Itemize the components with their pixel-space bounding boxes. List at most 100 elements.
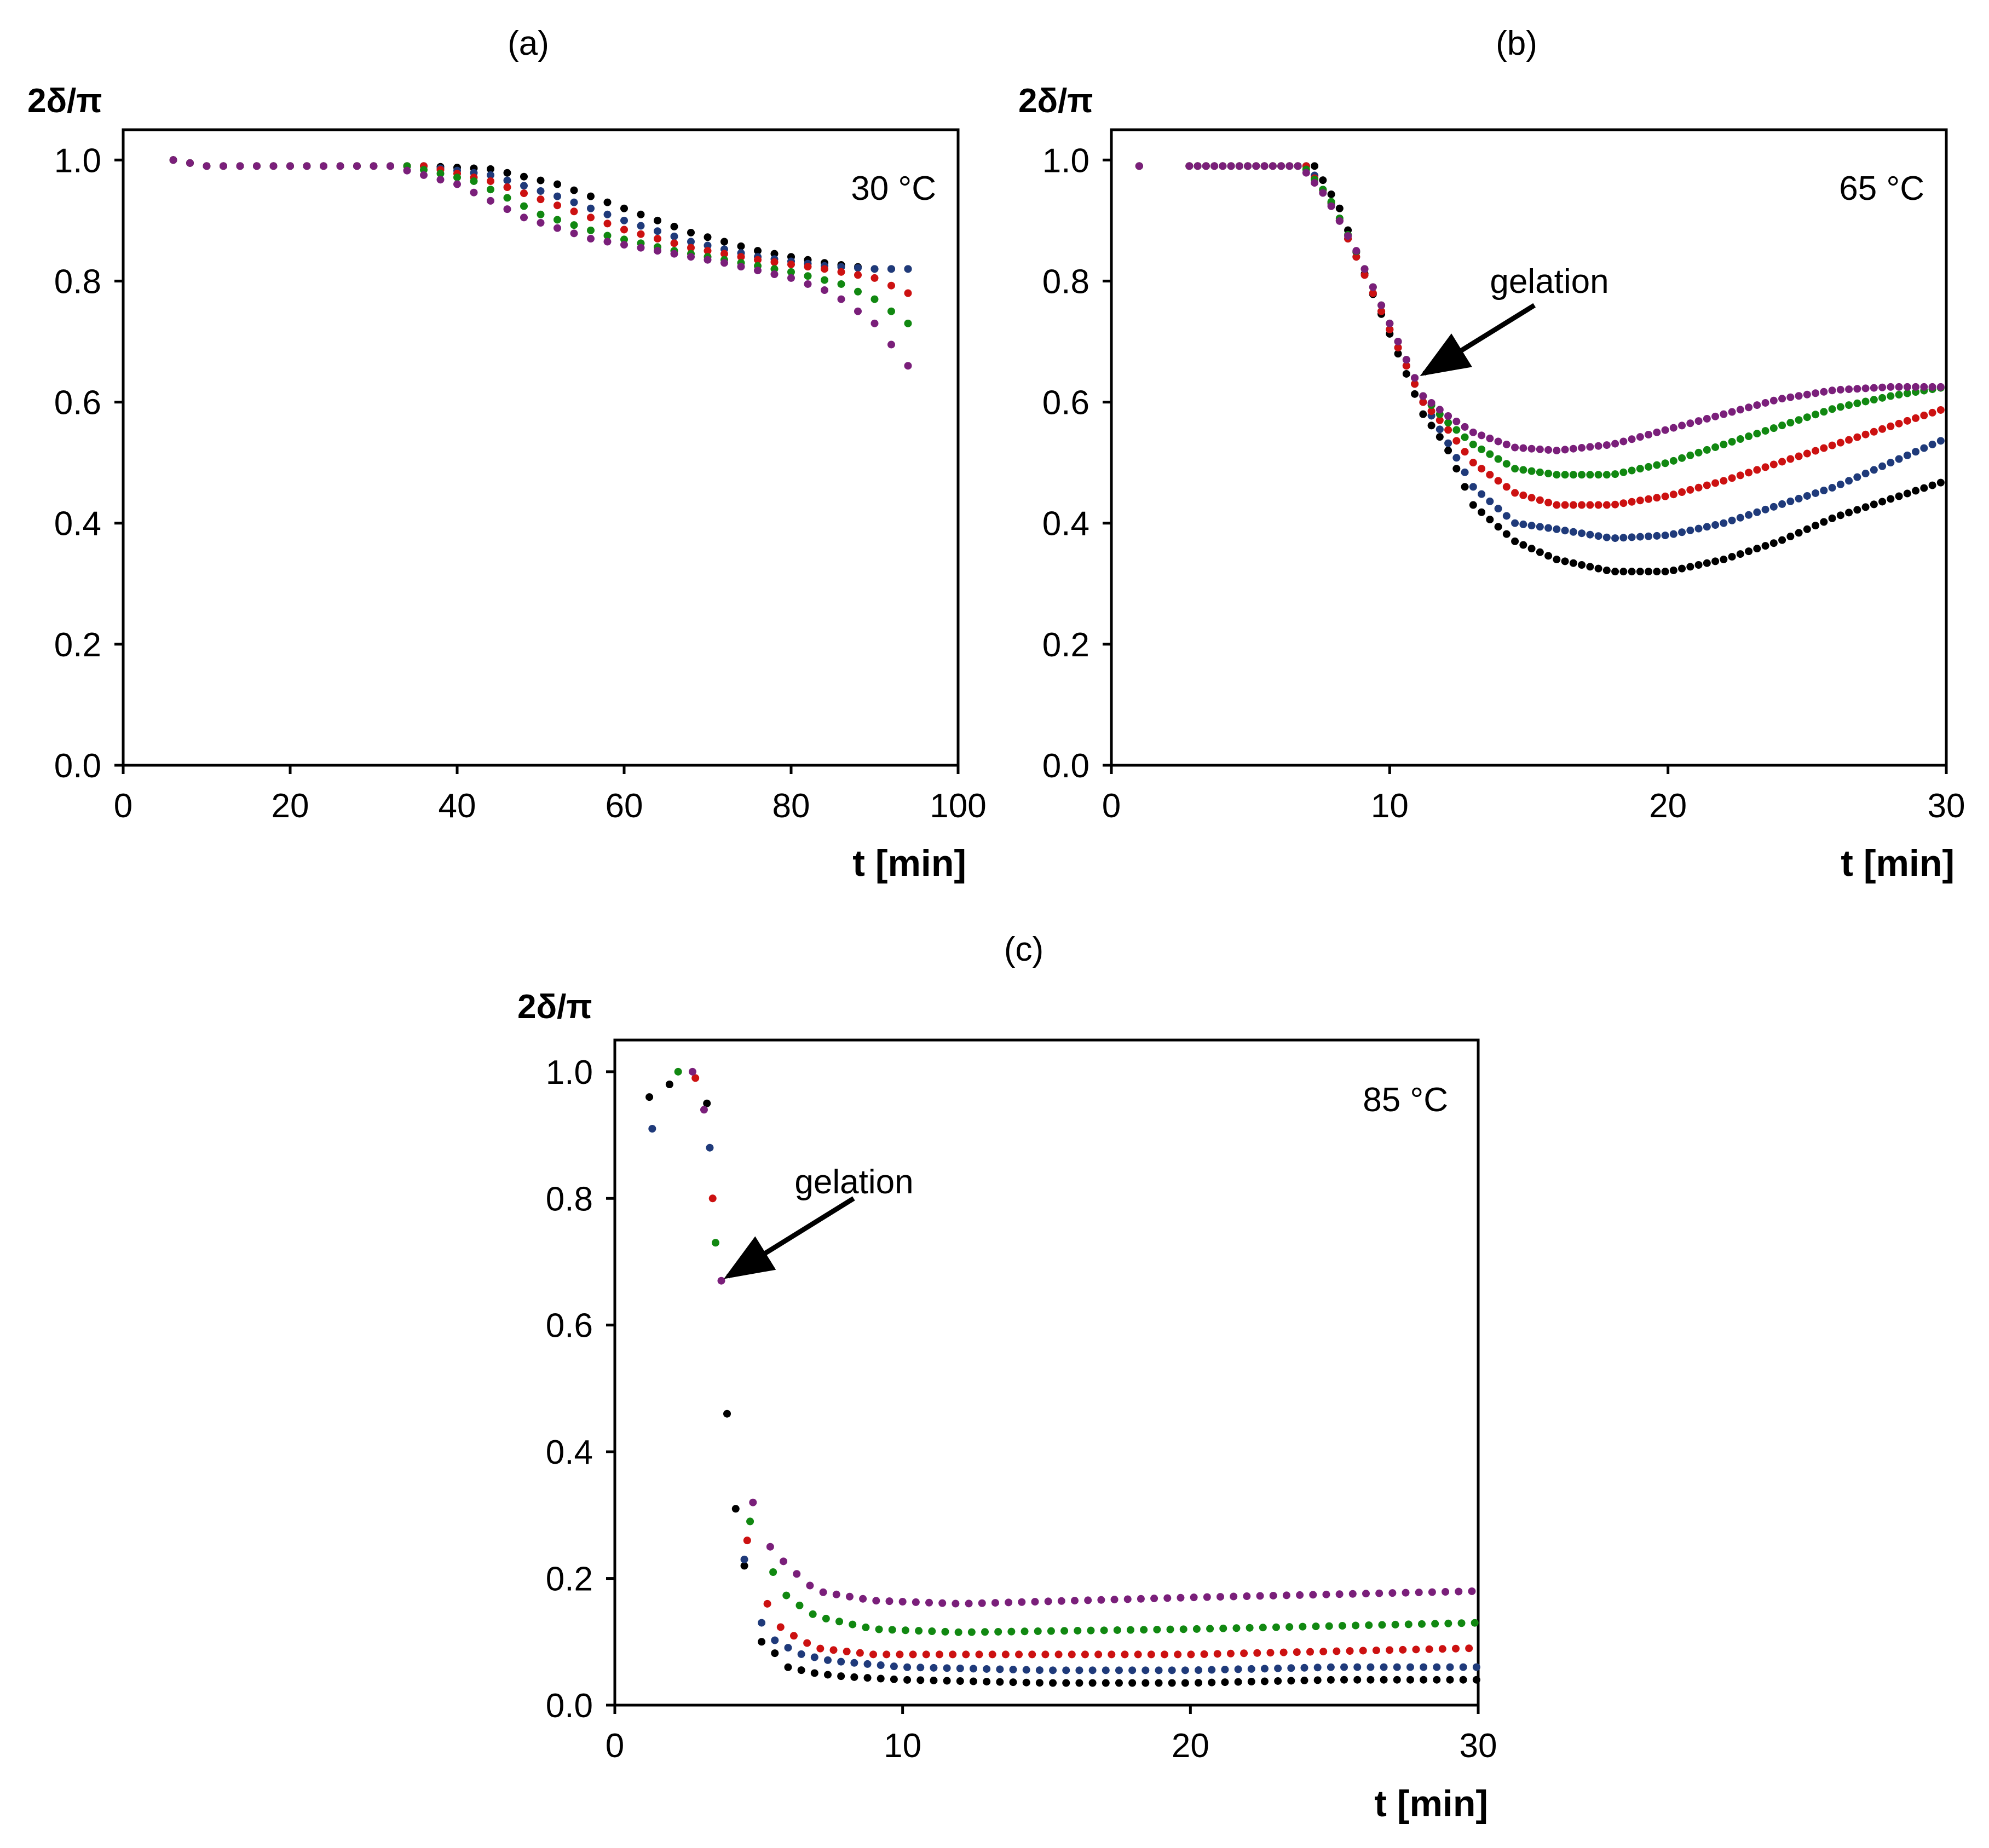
data-point-purple (821, 286, 828, 294)
data-point-black (1870, 500, 1878, 509)
data-point-green (1087, 1626, 1095, 1635)
data-point-black (1527, 545, 1536, 553)
data-point-black (1645, 568, 1653, 576)
data-point-navy (1887, 459, 1895, 467)
data-point-green (782, 1591, 791, 1599)
data-point-purple (885, 1597, 893, 1606)
data-point-purple (1435, 406, 1444, 414)
data-point-red (949, 1650, 957, 1659)
data-point-green (1494, 455, 1502, 463)
data-point-black (637, 210, 645, 218)
data-point-green (1034, 1627, 1042, 1635)
data-point-green (1527, 467, 1536, 475)
data-point-red (1561, 501, 1569, 509)
data-point-purple (1678, 421, 1686, 430)
data-point-black (1049, 1679, 1057, 1687)
data-point-black (1102, 1679, 1110, 1687)
data-point-navy (1836, 480, 1844, 488)
data-point-black (1141, 1679, 1150, 1687)
data-point-green (420, 166, 428, 174)
data-point-purple (1836, 385, 1844, 394)
data-point-navy (1895, 455, 1903, 463)
data-point-green (1561, 471, 1569, 479)
data-point-green (835, 1618, 844, 1626)
data-point-purple (1123, 1595, 1132, 1603)
data-point-purple (1778, 395, 1786, 403)
data-point-purple (1005, 1598, 1013, 1607)
data-point-purple (1269, 1591, 1277, 1599)
data-point-purple (1415, 1589, 1423, 1597)
data-point-red (1001, 1650, 1010, 1659)
data-point-black (1427, 421, 1435, 430)
data-point-black (1353, 1676, 1362, 1684)
data-point-green (901, 1626, 909, 1635)
data-point-green (1628, 466, 1636, 475)
panel-b-y-tick-label: 0.8 (1042, 263, 1089, 301)
data-point-purple (787, 274, 795, 282)
data-point-black (1472, 1676, 1480, 1684)
data-point-red (1803, 449, 1811, 458)
data-point-navy (1260, 1665, 1269, 1673)
data-point-purple (1185, 162, 1194, 170)
data-point-red (1645, 495, 1653, 503)
data-point-red (1041, 1650, 1050, 1659)
data-point-black (1208, 1678, 1216, 1687)
data-point-green (1404, 1620, 1413, 1628)
data-point-black (903, 1676, 912, 1684)
data-point-red (1068, 1650, 1076, 1659)
data-point-red (1452, 437, 1461, 445)
data-point-purple (1569, 444, 1577, 453)
data-point-purple (1322, 1590, 1330, 1598)
data-point-red (1569, 501, 1577, 509)
data-point-red (904, 289, 912, 297)
data-point-black (1812, 522, 1820, 530)
data-point-navy (1155, 1666, 1163, 1674)
data-point-red (1028, 1650, 1036, 1659)
data-point-black (1311, 162, 1319, 170)
data-point-black (503, 169, 511, 177)
data-point-purple (1720, 410, 1728, 418)
data-point-red (1761, 463, 1769, 471)
data-point-black (1536, 548, 1544, 556)
data-point-navy (943, 1664, 951, 1672)
data-point-green (1179, 1625, 1187, 1633)
data-point-green (1272, 1623, 1280, 1631)
data-point-navy (823, 1656, 832, 1664)
data-point-green (503, 194, 511, 202)
data-point-red (570, 207, 578, 216)
panel-c: (c) 2δ/π t [min] 85 °C gelation 0 10 20 300… (517, 931, 1497, 1824)
data-point-purple (754, 267, 762, 275)
data-point-black (863, 1674, 872, 1682)
data-point-red (1711, 479, 1720, 487)
panel-b-x-tick-label: 30 (1928, 787, 1965, 825)
data-point-green (603, 232, 612, 240)
data-point-purple (978, 1599, 986, 1607)
data-point-purple (1210, 162, 1219, 170)
data-point-black (603, 198, 612, 206)
data-point-green (1820, 408, 1828, 416)
data-point-purple (1561, 446, 1569, 454)
data-point-black (1828, 514, 1836, 522)
data-point-red (1602, 501, 1611, 509)
panel-c-data-points (645, 1067, 1480, 1687)
data-point-purple (320, 162, 327, 170)
data-point-red (603, 220, 612, 228)
data-point-purple (1244, 162, 1252, 170)
data-point-black (1920, 484, 1928, 492)
data-point-purple (793, 1570, 801, 1578)
data-point-black (1628, 568, 1636, 576)
data-point-red (1720, 477, 1728, 485)
data-point-purple (1594, 442, 1602, 450)
data-point-green (1312, 1622, 1320, 1631)
data-point-purple (1296, 1591, 1304, 1599)
data-point-green (1391, 1620, 1399, 1628)
data-point-purple (1163, 1594, 1172, 1602)
data-point-black (1661, 568, 1669, 576)
data-point-purple (1031, 1598, 1039, 1606)
data-point-black (704, 233, 712, 241)
data-point-green (1502, 460, 1511, 468)
data-point-purple (1309, 1591, 1317, 1599)
data-point-navy (810, 1653, 818, 1661)
data-point-green (1285, 1623, 1294, 1631)
